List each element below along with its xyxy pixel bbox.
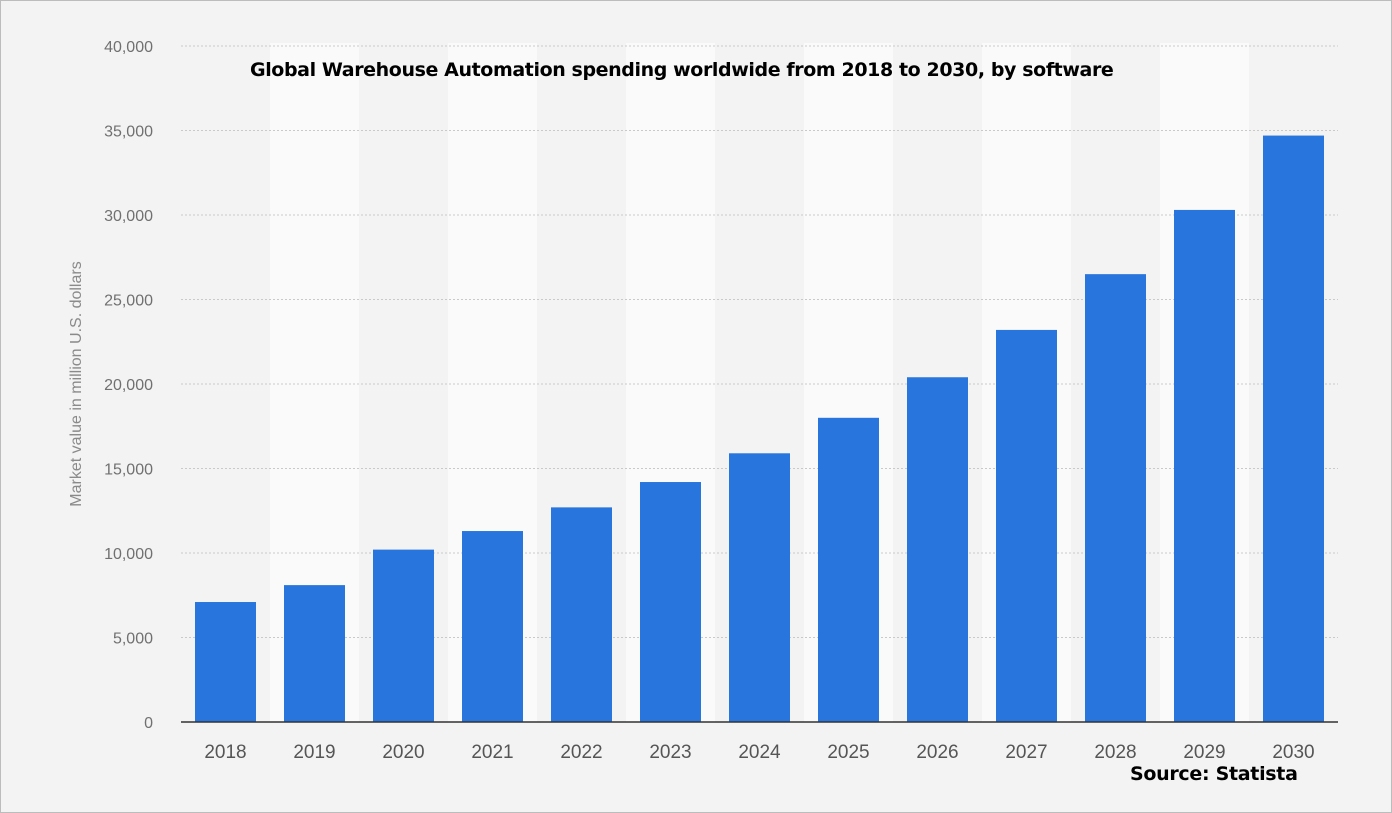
x-tick-label: 2023 [649, 742, 691, 763]
y-tick-label: 25,000 [104, 293, 153, 310]
bar-2018 [195, 602, 256, 722]
x-tick-label: 2030 [1272, 742, 1314, 763]
bar-2028 [1085, 274, 1146, 722]
x-tick-label: 2022 [560, 742, 602, 763]
x-tick-label: 2020 [382, 742, 424, 763]
y-tick-label: 35,000 [104, 124, 153, 141]
bar-2023 [640, 482, 701, 722]
bar-2019 [284, 585, 345, 722]
y-tick-label: 30,000 [104, 208, 153, 225]
source-note: Source: Statista [1130, 763, 1298, 785]
bar-2029 [1174, 209, 1235, 722]
x-axis-ticks: 2018 2019 2020 2021 2022 2023 2024 2025 2026 2027… [204, 742, 1314, 763]
y-tick-label: 20,000 [104, 377, 153, 394]
y-tick-label: 10,000 [104, 546, 153, 563]
y-tick-label: 40,000 [104, 39, 153, 56]
bar-2022 [551, 507, 612, 722]
bar-2030 [1263, 135, 1324, 722]
bar-2020 [373, 549, 434, 722]
x-tick-label: 2019 [293, 742, 335, 763]
bar-2026 [907, 377, 968, 722]
bar-2024 [729, 453, 790, 722]
x-tick-label: 2024 [738, 742, 781, 763]
x-tick-label: 2021 [471, 742, 513, 763]
x-tick-label: 2027 [1005, 742, 1047, 763]
y-axis-label: Market value in million U.S. dollars [68, 261, 85, 506]
y-axis-ticks: 0 5,000 10,000 15,000 20,000 25,000 30,000 35,0… [104, 39, 153, 732]
bar-2021 [462, 531, 523, 722]
x-tick-label: 2018 [204, 742, 246, 763]
x-tick-label: 2026 [916, 742, 958, 763]
x-tick-label: 2025 [827, 742, 869, 763]
bars [195, 135, 1324, 722]
chart-title: Global Warehouse Automation spending wor… [250, 59, 1114, 81]
x-tick-label: 2029 [1183, 742, 1225, 763]
x-tick-label: 2028 [1094, 742, 1136, 763]
y-tick-label: 15,000 [104, 462, 153, 479]
bar-2025 [818, 417, 879, 722]
bar-2027 [996, 329, 1057, 722]
y-tick-label: 0 [144, 715, 153, 732]
y-tick-label: 5,000 [113, 631, 153, 648]
